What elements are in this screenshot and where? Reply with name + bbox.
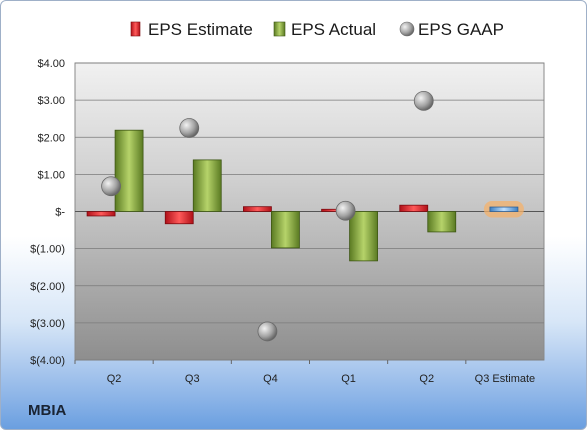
- actual-bar: [427, 211, 457, 233]
- gaap-marker: [101, 176, 121, 197]
- x-tick-label: Q3 Estimate: [475, 373, 536, 385]
- y-tick-label: $(4.00): [30, 355, 65, 367]
- estimate-bar: [399, 204, 429, 212]
- actual-bar: [349, 211, 378, 262]
- actual-bar: [271, 211, 300, 249]
- y-tick-label: $4.00: [37, 58, 65, 70]
- legend-estimate-swatch: [130, 21, 141, 37]
- y-tick-label: $1.00: [37, 169, 65, 181]
- y-tick-label: $2.00: [37, 132, 65, 144]
- legend-label: EPS Actual: [291, 20, 376, 39]
- y-tick-label: $3.00: [37, 95, 65, 107]
- legend-label: EPS GAAP: [418, 20, 504, 39]
- y-tick-label: $(2.00): [30, 281, 65, 293]
- gaap-marker: [335, 200, 356, 221]
- legend-gaap-swatch: [399, 21, 415, 37]
- x-tick-label: Q2: [107, 373, 122, 385]
- company-label: MBIA: [28, 402, 67, 419]
- y-tick-label: $(1.00): [30, 244, 65, 256]
- actual-bar: [192, 159, 222, 212]
- estimate-bar: [243, 206, 272, 212]
- x-tick-label: Q4: [263, 373, 278, 385]
- gaap-marker: [413, 90, 434, 111]
- x-tick-label: Q1: [341, 373, 356, 385]
- y-tick-label: $(3.00): [30, 318, 65, 330]
- gaap-marker: [257, 321, 278, 342]
- estimate-bar: [489, 206, 519, 212]
- x-tick-label: Q2: [419, 373, 434, 385]
- estimate-bar: [164, 211, 194, 225]
- legend-actual-swatch: [273, 21, 286, 37]
- y-tick-label: $-: [55, 207, 65, 219]
- x-tick-label: Q3: [185, 373, 200, 385]
- estimate-bar: [86, 211, 116, 217]
- actual-bar: [114, 129, 144, 212]
- gaap-marker: [179, 118, 200, 138]
- legend-label: EPS Estimate: [148, 20, 253, 39]
